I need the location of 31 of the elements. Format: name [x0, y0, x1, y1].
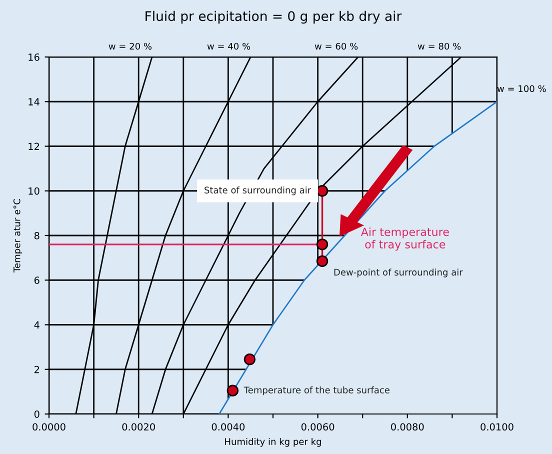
series-label: w = 40 %: [207, 42, 250, 50]
y-tick-label: 8: [34, 232, 40, 240]
series-label: w = 100 %: [497, 85, 546, 92]
annotation: Temperature of the tube surface: [244, 386, 390, 396]
chart-title: Fluid pr ecipitation = 0 g per kb dry air: [146, 10, 402, 24]
x-tick-label: 0.0000: [32, 423, 66, 431]
annotation: Air temperature of tray surface: [360, 227, 449, 251]
y-axis-title: Temper atur e°C: [13, 199, 22, 272]
point: [316, 238, 328, 250]
annotation: State of surrounding air: [204, 186, 312, 196]
series-label: w = 60 %: [314, 42, 358, 50]
y-tick-label: 2: [34, 366, 39, 374]
y-tick-label: 10: [28, 187, 40, 195]
series-label: w = 20 %: [108, 42, 152, 50]
y-tick-label: 0: [34, 410, 40, 418]
x-tick-label: 0.0040: [212, 423, 245, 431]
x-tick-label: 0.0060: [301, 423, 334, 431]
point: [226, 384, 239, 396]
series-label: w = 80 %: [418, 42, 461, 50]
x-tick-label: 0.0020: [122, 423, 155, 431]
y-tick-label: 14: [28, 98, 40, 106]
x-axis-title: Humidity in kg per kg: [225, 438, 321, 447]
y-tick-label: 6: [34, 276, 40, 284]
y-tick-label: 4: [34, 321, 40, 328]
x-tick-label: 0.0100: [480, 423, 514, 431]
point: [316, 255, 328, 268]
y-tick-label: 16: [28, 53, 40, 61]
y-tick-label: 12: [28, 142, 39, 150]
x-tick-label: 0.0080: [391, 423, 424, 431]
annotation: Dew-point of surrounding air: [334, 268, 463, 278]
point: [244, 353, 256, 366]
